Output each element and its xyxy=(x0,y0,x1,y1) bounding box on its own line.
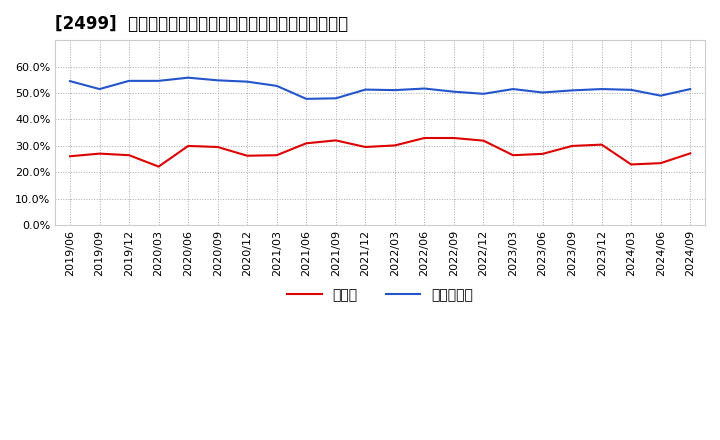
有利子負債 xyxy=(657,93,665,98)
有利子負債 xyxy=(66,78,74,84)
有利子負債 xyxy=(184,75,192,81)
現預金 xyxy=(509,153,518,158)
有利子負債 xyxy=(95,86,104,92)
有利子負債 xyxy=(302,96,310,102)
有利子負債 xyxy=(509,86,518,92)
現預金 xyxy=(480,138,488,143)
現預金 xyxy=(627,162,636,167)
有利子負債 xyxy=(125,78,133,84)
有利子負債 xyxy=(568,88,577,93)
現預金 xyxy=(154,164,163,169)
現預金 xyxy=(449,136,458,141)
有利子負債 xyxy=(449,89,458,94)
有利子負債 xyxy=(243,79,251,84)
有利子負債 xyxy=(213,78,222,83)
現預金 xyxy=(686,151,695,156)
有利子負債 xyxy=(686,86,695,92)
現預金 xyxy=(331,138,340,143)
有利子負債 xyxy=(154,78,163,84)
有利子負債 xyxy=(272,83,281,88)
現預金 xyxy=(568,143,577,149)
現預金 xyxy=(598,142,606,147)
有利子負債 xyxy=(480,91,488,96)
現預金 xyxy=(420,136,428,141)
現預金 xyxy=(66,154,74,159)
現預金 xyxy=(657,161,665,166)
現預金 xyxy=(95,151,104,156)
Text: [2499]  現預金、有利子負債の総資産に対する比率の推移: [2499] 現預金、有利子負債の総資産に対する比率の推移 xyxy=(55,15,348,33)
Line: 現預金: 現預金 xyxy=(70,138,690,167)
現預金 xyxy=(243,153,251,158)
Legend: 現預金, 有利子負債: 現預金, 有利子負債 xyxy=(282,282,479,307)
有利子負債 xyxy=(390,88,399,93)
現預金 xyxy=(361,144,369,150)
現預金 xyxy=(272,153,281,158)
Line: 有利子負債: 有利子負債 xyxy=(70,78,690,99)
有利子負債 xyxy=(331,95,340,101)
現預金 xyxy=(184,143,192,149)
現預金 xyxy=(539,151,547,157)
現預金 xyxy=(302,141,310,146)
現預金 xyxy=(390,143,399,148)
現預金 xyxy=(125,153,133,158)
有利子負債 xyxy=(420,86,428,91)
現預金 xyxy=(213,144,222,150)
有利子負債 xyxy=(598,86,606,92)
有利子負債 xyxy=(627,87,636,92)
有利子負債 xyxy=(361,87,369,92)
有利子負債 xyxy=(539,90,547,95)
